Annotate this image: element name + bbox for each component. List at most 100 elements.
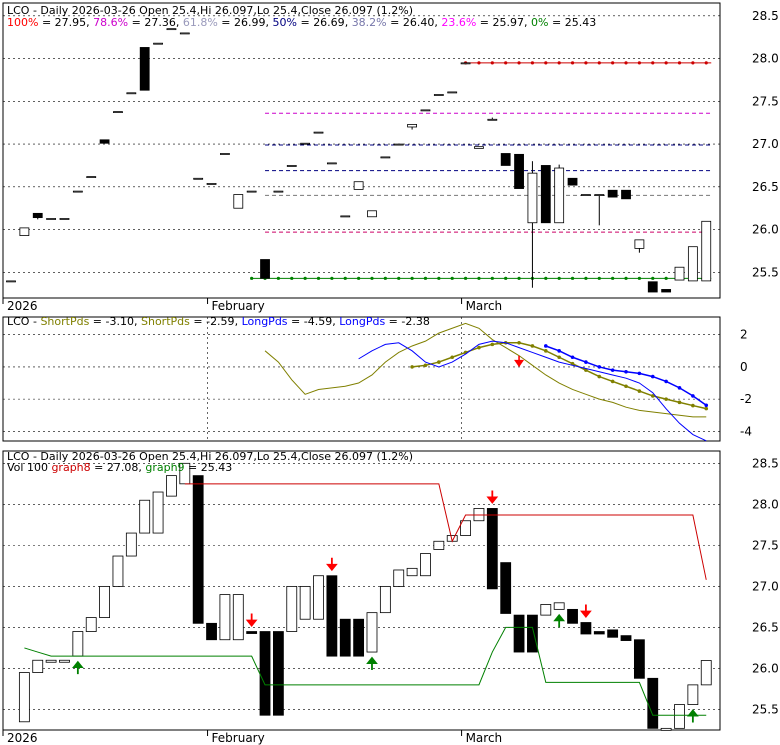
series-marker xyxy=(637,389,642,393)
fib-marker xyxy=(517,61,521,65)
price-bar xyxy=(286,585,298,632)
panel-3-title: LCO - Daily 2026-03-26 Open 25.4,Hi 26.0… xyxy=(7,450,413,463)
series-marker xyxy=(691,403,695,408)
price-bar xyxy=(232,594,244,641)
series-marker xyxy=(691,394,695,398)
price-bar xyxy=(99,585,110,618)
fib-marker xyxy=(584,276,588,280)
fib-marker xyxy=(637,61,641,65)
panel-1-frame xyxy=(2,2,721,299)
oscillator-legend-eq: = xyxy=(385,315,401,328)
series-marker xyxy=(584,360,588,364)
fib-legend-sep: , xyxy=(345,16,352,29)
fib-marker xyxy=(624,276,628,280)
fib-legend-label: 78.6% xyxy=(93,16,128,29)
price-bar xyxy=(513,614,525,653)
fib-legend-label: 38.2% xyxy=(352,16,387,29)
fib-legend-sep: , xyxy=(524,16,531,29)
buy-arrow xyxy=(366,656,378,671)
panel-3-x-axis: 2026 February March xyxy=(2,730,502,745)
fib-marker xyxy=(637,276,641,280)
candle xyxy=(607,189,618,198)
oscillator-legend-sep: , xyxy=(235,315,242,328)
fib-marker xyxy=(651,61,655,65)
fib-marker xyxy=(504,276,508,280)
series-marker xyxy=(624,384,628,389)
y-tick-label: 26.5 xyxy=(752,180,779,194)
candle xyxy=(353,181,364,190)
fib-marker xyxy=(570,276,575,280)
price-bar xyxy=(420,553,431,577)
panel-2-frame xyxy=(2,316,721,442)
fib-legend-eq: = xyxy=(128,16,144,29)
candle xyxy=(246,190,257,193)
panel-2-y-axis: 2 0 -2 -4 xyxy=(740,328,752,439)
candle xyxy=(647,281,658,293)
fib-legend-sep: , xyxy=(176,16,183,29)
candle xyxy=(701,220,712,282)
fib-legend-eq: = xyxy=(476,16,492,29)
sell-arrow xyxy=(486,490,499,504)
y-tick-label: 26.0 xyxy=(752,661,779,675)
fib-marker xyxy=(504,61,508,65)
volume-label: Vol 100 xyxy=(7,461,51,474)
fib-legend-label: 100% xyxy=(7,16,38,29)
fib-legend-eq: = xyxy=(297,16,313,29)
price-bar xyxy=(139,499,151,534)
fib-legend-label: 0% xyxy=(531,16,548,29)
candle xyxy=(661,289,672,293)
price-bar xyxy=(379,585,391,614)
candle xyxy=(487,118,498,121)
series-marker xyxy=(650,374,655,379)
price-bar xyxy=(540,604,552,616)
fib-marker xyxy=(664,276,668,280)
graph9-value: 25.43 xyxy=(201,461,233,474)
price-bar xyxy=(152,491,164,534)
candle xyxy=(554,167,565,224)
price-bar xyxy=(353,618,365,657)
sell-arrow xyxy=(514,355,525,368)
fib-marker xyxy=(624,61,628,65)
oscillator-legend: LCO - ShortPds = -3.10, ShortPds = -2.59… xyxy=(7,315,430,328)
fib-marker xyxy=(290,276,294,280)
fib-marker xyxy=(410,276,414,280)
panel-oscillator: 2 0 -2 -4 LCO - ShortPds = -3.10, ShortPds … xyxy=(2,315,752,442)
candle xyxy=(581,194,591,196)
series-marker xyxy=(677,400,682,405)
price-bar xyxy=(580,622,592,635)
candle xyxy=(6,280,16,283)
price-bar xyxy=(593,631,605,635)
candle xyxy=(514,153,524,189)
y-tick-label: 28.5 xyxy=(752,456,779,470)
price-bar xyxy=(259,631,271,716)
stop-line xyxy=(184,483,707,580)
fib-marker xyxy=(450,276,454,280)
price-bar xyxy=(112,555,124,587)
price-bar xyxy=(59,659,70,663)
candle xyxy=(407,124,418,128)
y-tick-label: -2 xyxy=(740,392,752,406)
oscillator-legend-label: ShortPds xyxy=(40,315,89,328)
oscillator-legend-label: LongPds xyxy=(242,315,288,328)
oscillator-legend-eq: = xyxy=(89,315,105,328)
price-bar xyxy=(219,594,231,641)
oscillator-legend-value: -2.38 xyxy=(401,315,429,328)
price-bar xyxy=(660,727,672,731)
series-line xyxy=(264,322,707,418)
price-bar xyxy=(700,660,712,686)
stop-lines xyxy=(24,483,707,716)
legend-eq: = xyxy=(91,461,107,474)
oscillator-legend-value: -3.10 xyxy=(106,315,134,328)
panel-bars-signals: 25.5 26.0 26.5 27.0 27.5 28.0 28.5 2026 Februar… xyxy=(2,450,779,745)
candle xyxy=(179,32,190,35)
fib-marker xyxy=(490,276,494,280)
buy-arrow xyxy=(686,709,699,723)
price-bar xyxy=(620,635,632,641)
month-label: 2026 xyxy=(7,299,38,313)
buy-arrow xyxy=(71,660,84,675)
price-bar xyxy=(406,567,418,577)
candle xyxy=(153,42,163,45)
price-bar xyxy=(567,608,578,624)
series-line xyxy=(358,340,707,442)
candle xyxy=(46,218,57,220)
